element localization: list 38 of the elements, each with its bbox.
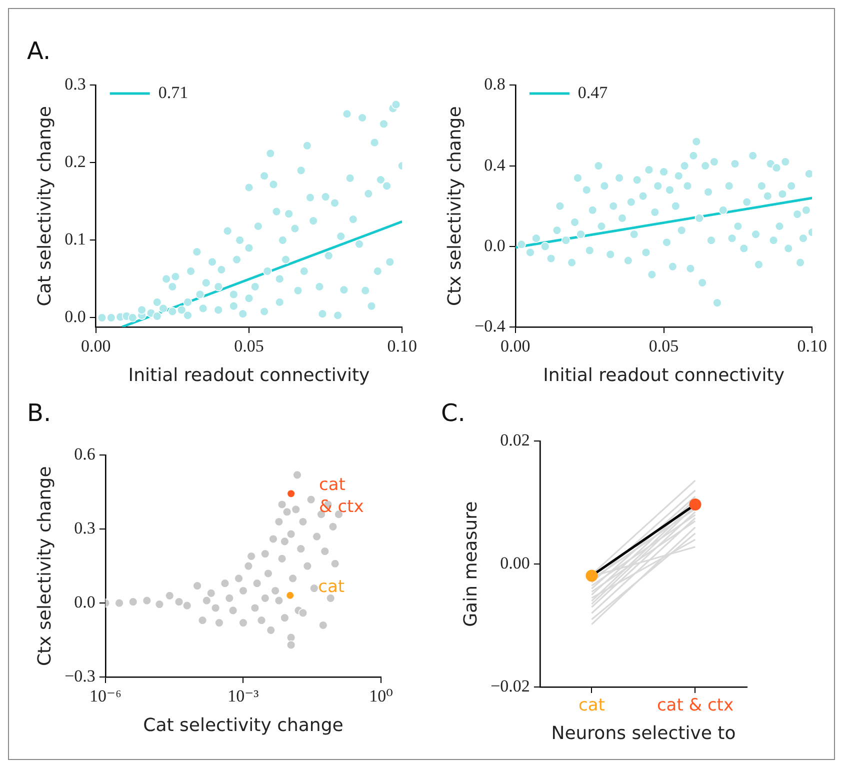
x-tick-label: 0.10 <box>387 336 417 356</box>
x-tick-label: 0.10 <box>797 336 827 356</box>
x-tick-label: cat <box>578 696 606 716</box>
y-tick-label: 0.0 <box>64 307 86 326</box>
chart-title: B. <box>27 399 52 427</box>
series-label: cat <box>318 576 345 597</box>
y-axis-title: Gain measure <box>460 501 482 627</box>
y-tick-label: −0.3 <box>64 666 96 686</box>
y-tick-label: 0.8 <box>484 74 506 94</box>
x-tick-label: cat & ctx <box>656 696 734 716</box>
y-tick-label: 0.3 <box>74 518 96 538</box>
chart-title: A. <box>27 37 51 65</box>
y-tick-label: 0.1 <box>64 230 86 249</box>
legend-label: 0.47 <box>578 82 608 102</box>
y-axis-title: Ctx selectivity change <box>34 466 56 666</box>
y-tick-label: 0.02 <box>500 430 530 450</box>
x-axis-title: Initial readout connectivity <box>128 364 370 386</box>
y-tick-label: 0.6 <box>74 444 96 464</box>
y-tick-label: 0.4 <box>484 155 506 174</box>
x-axis-title: Cat selectivity change <box>143 714 344 736</box>
chart-title: C. <box>441 399 466 427</box>
y-tick-label: −0.02 <box>490 676 530 696</box>
y-axis-title: Cat selectivity change <box>34 106 56 306</box>
x-tick-label: 0.05 <box>234 336 264 356</box>
y-tick-label: −0.4 <box>474 316 506 336</box>
x-tick-label: 0.05 <box>648 336 679 356</box>
x-tick-label: 10⁻³ <box>228 686 259 706</box>
x-axis-title: Initial readout connectivity <box>543 364 785 386</box>
y-tick-label: 0.0 <box>484 236 506 255</box>
y-tick-label: 0.0 <box>74 592 96 612</box>
y-tick-label: 0.00 <box>500 554 530 573</box>
x-tick-label: 10⁰ <box>369 686 394 706</box>
y-tick-label: 0.2 <box>64 152 86 172</box>
y-axis-title: Ctx selectivity change <box>444 106 466 306</box>
legend-label: 0.71 <box>158 82 188 102</box>
series-label: cat & ctx <box>319 475 364 518</box>
x-tick-label: 10⁻⁶ <box>89 686 122 706</box>
y-tick-label: 0.3 <box>64 74 86 94</box>
